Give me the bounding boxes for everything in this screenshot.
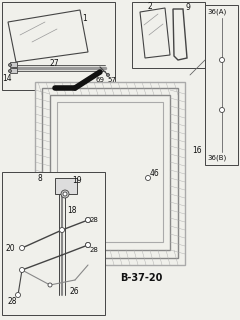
Circle shape xyxy=(85,243,90,247)
Text: 28: 28 xyxy=(90,217,99,223)
Circle shape xyxy=(48,283,52,287)
Circle shape xyxy=(220,58,224,62)
Circle shape xyxy=(8,63,12,67)
Circle shape xyxy=(19,245,24,251)
Text: 9: 9 xyxy=(185,3,190,12)
Text: 46: 46 xyxy=(150,169,160,178)
Circle shape xyxy=(85,218,90,222)
Bar xyxy=(2,2,115,90)
Circle shape xyxy=(8,69,12,73)
Polygon shape xyxy=(35,82,185,265)
Polygon shape xyxy=(173,9,187,60)
Text: 69: 69 xyxy=(95,77,104,83)
Text: 27: 27 xyxy=(50,59,60,68)
Bar xyxy=(10,68,17,73)
Text: 8: 8 xyxy=(38,173,43,182)
Text: 57: 57 xyxy=(107,77,116,83)
Text: 26: 26 xyxy=(70,287,80,297)
Polygon shape xyxy=(8,10,88,62)
Polygon shape xyxy=(42,88,178,258)
Circle shape xyxy=(63,192,67,196)
Bar xyxy=(10,62,17,67)
Text: 16: 16 xyxy=(192,146,202,155)
Text: 36(A): 36(A) xyxy=(207,9,226,15)
Polygon shape xyxy=(50,95,170,250)
Text: 2: 2 xyxy=(148,2,153,11)
Circle shape xyxy=(107,74,109,76)
Text: 20: 20 xyxy=(5,244,15,252)
Bar xyxy=(2,172,105,315)
Bar xyxy=(132,2,205,68)
Text: 18: 18 xyxy=(67,205,77,214)
Bar xyxy=(55,178,77,194)
Text: 19: 19 xyxy=(72,175,82,185)
Text: 1: 1 xyxy=(82,13,87,22)
Circle shape xyxy=(16,292,20,298)
Circle shape xyxy=(145,175,150,180)
Circle shape xyxy=(85,218,90,222)
Circle shape xyxy=(19,268,24,273)
Text: 28: 28 xyxy=(90,247,99,253)
Text: 28: 28 xyxy=(8,298,18,307)
Text: 36(B): 36(B) xyxy=(207,155,226,161)
Polygon shape xyxy=(140,8,170,58)
Circle shape xyxy=(220,108,224,113)
Circle shape xyxy=(85,243,90,247)
Polygon shape xyxy=(57,102,163,242)
Circle shape xyxy=(60,228,65,233)
Text: 14: 14 xyxy=(2,74,12,83)
Text: B-37-20: B-37-20 xyxy=(120,273,162,283)
Bar xyxy=(205,5,238,165)
Circle shape xyxy=(61,190,69,198)
